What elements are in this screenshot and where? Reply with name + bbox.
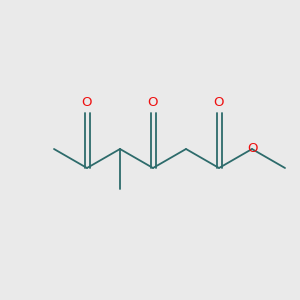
Text: O: O <box>247 142 257 155</box>
Text: O: O <box>82 97 92 110</box>
Text: O: O <box>148 97 158 110</box>
Text: O: O <box>214 97 224 110</box>
